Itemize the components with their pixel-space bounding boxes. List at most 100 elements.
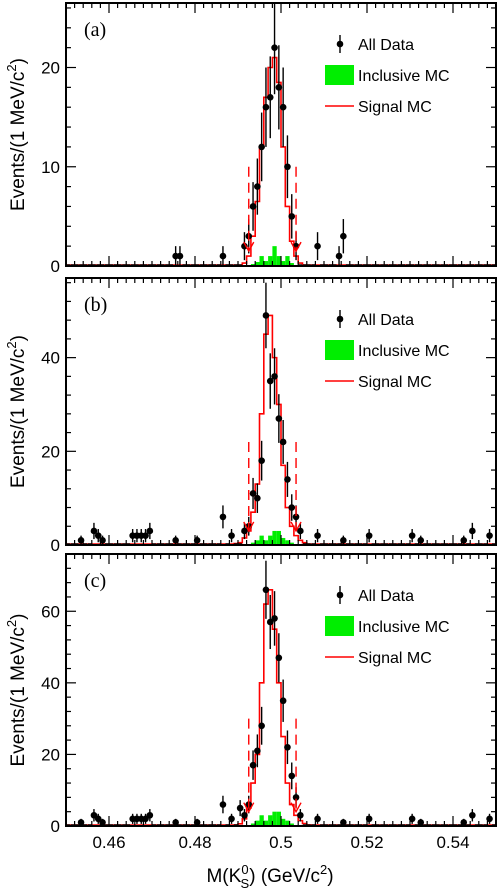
signal-mc-line xyxy=(66,56,496,266)
data-point xyxy=(262,586,270,594)
data-point xyxy=(279,438,287,446)
y-tick-label: 20 xyxy=(41,442,60,461)
data-point xyxy=(176,252,184,260)
x-tick-label: 0.5 xyxy=(269,833,293,852)
data-point xyxy=(262,312,270,319)
x-axis-label: M(K0 S) (GeV/c2) xyxy=(206,862,333,890)
data-points xyxy=(77,560,493,826)
inclusive-mc-bin xyxy=(263,261,269,266)
data-point xyxy=(262,103,270,111)
data-point xyxy=(142,532,149,539)
inclusive-mc-histogram xyxy=(250,246,294,266)
inclusive-mc-histogram xyxy=(250,530,294,545)
data-point xyxy=(486,532,493,539)
inclusive-mc-bin xyxy=(289,542,294,545)
inclusive-mc-bin xyxy=(276,530,281,545)
inclusive-mc-bin xyxy=(285,540,290,545)
data-point xyxy=(469,527,476,535)
cut-arrow-head xyxy=(290,521,302,533)
legend-label-all-data: All Data xyxy=(358,312,414,329)
x-tick-label: 0.54 xyxy=(436,833,469,852)
data-point xyxy=(275,654,283,662)
x-tick-label: 0.52 xyxy=(350,833,383,852)
data-point xyxy=(219,252,227,260)
data-point xyxy=(254,183,261,190)
data-point xyxy=(271,44,278,51)
data-point xyxy=(314,815,321,823)
inclusive-mc-bin xyxy=(276,811,281,826)
data-points xyxy=(172,3,347,266)
data-point xyxy=(486,815,493,823)
cut-arrow-right xyxy=(290,441,302,533)
data-point xyxy=(297,527,304,535)
data-point xyxy=(408,815,416,823)
x-axis-label-sup: 0 xyxy=(241,862,248,877)
legend-label-inclusive-mc: Inclusive MC xyxy=(358,68,450,85)
data-point xyxy=(284,163,291,171)
legend-label-signal-mc: Signal MC xyxy=(358,650,432,667)
legend-data-marker xyxy=(336,591,344,599)
data-point xyxy=(288,213,296,220)
panel-c: 0.46 0.48 0.5 0.52 0.54 0 20 40 60 Events/(1 MeV/… xyxy=(4,553,497,852)
y-ticks xyxy=(66,282,496,546)
legend-label-signal-mc: Signal MC xyxy=(358,99,432,116)
y-tick-label: 0 xyxy=(51,536,60,555)
cut-arrow-head xyxy=(290,802,302,814)
inclusive-mc-bin xyxy=(285,820,290,826)
data-point xyxy=(284,476,291,483)
panel-label: (b) xyxy=(84,294,107,316)
y-tick-label: 60 xyxy=(41,602,60,621)
y-tick-label: 10 xyxy=(41,158,60,177)
inclusive-mc-bin xyxy=(255,262,260,266)
inclusive-mc-bin xyxy=(263,540,269,545)
data-point xyxy=(408,532,416,539)
cut-arrow-left xyxy=(243,718,255,814)
data-point xyxy=(249,203,257,210)
panel-label: (a) xyxy=(84,19,106,41)
legend-label-inclusive-mc: Inclusive MC xyxy=(358,343,450,360)
inclusive-mc-bin xyxy=(259,256,264,266)
data-point xyxy=(146,811,154,819)
data-point xyxy=(469,811,476,819)
inclusive-mc-bin xyxy=(272,530,277,545)
panel-a: 0 10 20 Events/(1 MeV/c2) (a) All Data Inclusi… xyxy=(4,2,497,276)
data-point xyxy=(340,232,347,240)
legend-label-signal-mc: Signal MC xyxy=(358,374,432,391)
y-tick-label: 0 xyxy=(51,257,60,276)
data-point xyxy=(254,494,261,502)
cut-arrow-right xyxy=(290,718,302,814)
y-axis-label: Events/(1 MeV/c2) xyxy=(4,58,29,211)
cut-arrow-left xyxy=(243,441,255,533)
data-point xyxy=(219,513,227,521)
data-point xyxy=(219,801,227,808)
y-tick-label: 20 xyxy=(41,745,60,764)
y-ticks xyxy=(66,7,496,267)
data-point xyxy=(271,615,278,622)
cut-arrow-head xyxy=(243,241,255,253)
data-point xyxy=(266,93,274,101)
data-point xyxy=(314,532,321,539)
legend: All Data Inclusive MC Signal MC xyxy=(325,586,450,667)
data-point xyxy=(314,242,321,250)
x-ticks xyxy=(65,278,497,545)
data-point xyxy=(288,772,296,780)
data-point xyxy=(275,415,283,422)
data-point xyxy=(292,794,300,801)
data-point xyxy=(249,761,257,769)
legend-label-all-data: All Data xyxy=(358,37,414,54)
inclusive-mc-bin xyxy=(259,535,264,545)
data-point xyxy=(335,252,343,260)
legend-data-marker xyxy=(336,315,344,323)
panel-b: 0 20 40 Events/(1 MeV/c2) (b) All Data Inclusi… xyxy=(4,277,497,555)
data-point xyxy=(275,84,283,91)
data-point xyxy=(297,811,304,819)
x-ticks xyxy=(65,3,497,266)
cut-arrow-right xyxy=(290,166,302,253)
data-point xyxy=(258,457,265,464)
y-tick-label: 40 xyxy=(41,349,60,368)
panel-label: (c) xyxy=(84,570,106,592)
legend-label-inclusive-mc: Inclusive MC xyxy=(358,619,450,636)
inclusive-mc-histogram xyxy=(250,811,294,826)
y-ticks xyxy=(66,553,496,827)
